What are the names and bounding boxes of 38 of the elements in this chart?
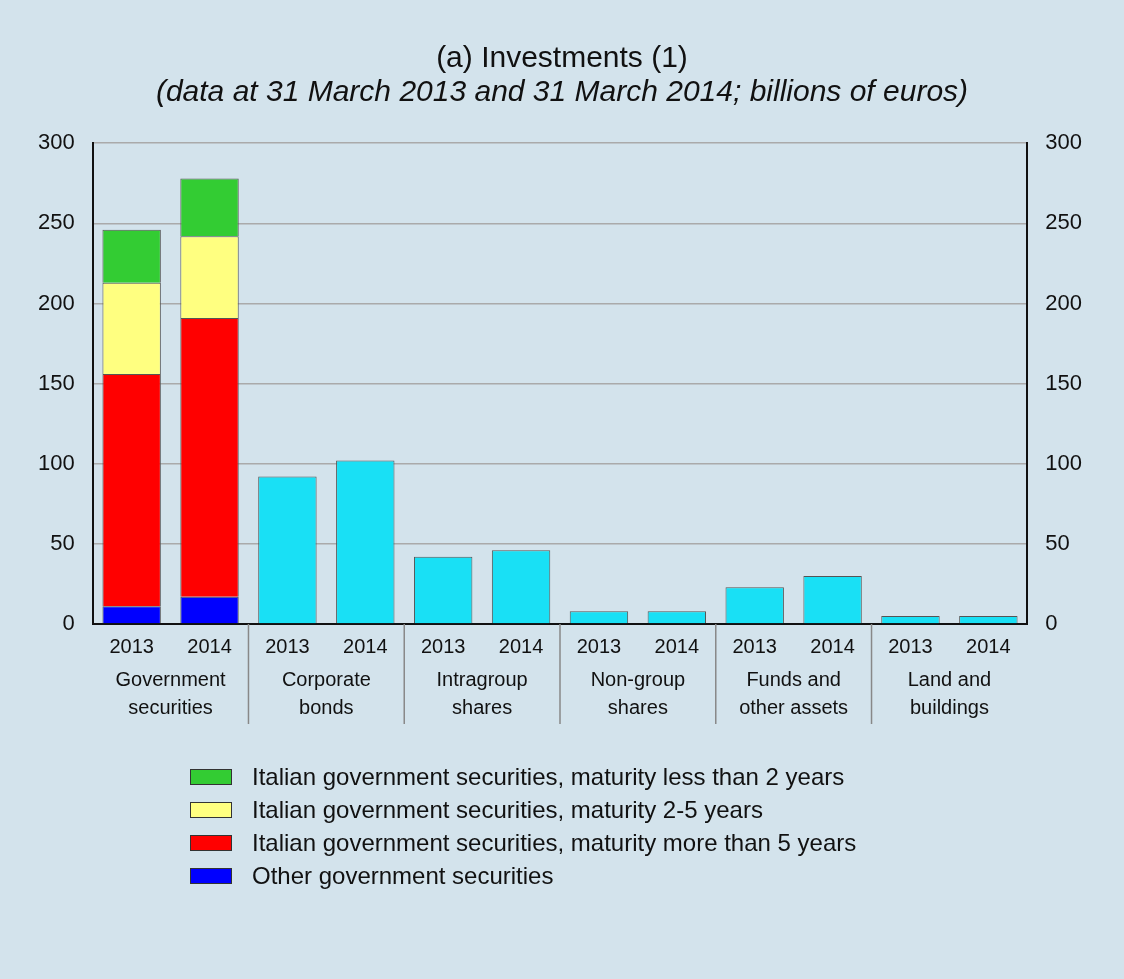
y-tick-label: 0 [62,610,75,636]
x-tick-label: 2014 [343,634,388,657]
text: Corporate bonds [281,667,371,718]
y2-tick-label: 50 [1045,529,1070,555]
text: Non-group shares [590,667,686,718]
chart-title: (a) Investments (1) [435,40,689,74]
x-tick-label: 2013 [265,634,310,657]
x-tick-label: 2014 [187,634,232,657]
x-tick-label: 2013 [420,634,466,657]
chart-subtitle: (data at 31 March 2013 and 31 March 2014; billions of euros) [154,74,970,108]
legend-label: Italian government securities, maturity more than 5 years [252,828,857,857]
text: Funds and other assets [739,667,849,718]
x-tick-label: 2013 [109,634,154,657]
y-tick-label: 50 [50,529,75,555]
y-tick-label: 300 [37,129,75,155]
x-tick-label: 2014 [810,634,855,657]
x-tick-label: 2014 [654,634,700,657]
text: Government securities [115,667,227,718]
legend-label: Italian government securities, maturity less than 2 years [252,762,845,791]
y2-tick-label: 250 [1045,209,1083,235]
y-tick-label: 200 [37,289,75,315]
x-tick-label: 2013 [732,634,777,657]
y2-tick-label: 150 [1045,369,1083,395]
x-tick-label: 2014 [498,634,544,657]
text: Land and buildings [907,667,992,718]
x-tick-label: 2013 [888,634,933,657]
y2-tick-label: 100 [1045,449,1083,475]
legend-label: Other government securities [252,861,554,890]
legend-label: Italian government securities, maturity 2-5 years [252,795,763,824]
y2-tick-label: 0 [1045,610,1058,636]
x-tick-label: 2014 [966,634,1011,657]
y-tick-label: 150 [37,369,75,395]
y-tick-label: 250 [37,209,75,235]
y2-tick-label: 200 [1045,289,1083,315]
text: Intragroup shares [436,667,528,718]
y-tick-label: 100 [37,449,75,475]
x-tick-label: 2013 [576,634,622,657]
y2-tick-label: 300 [1045,129,1083,155]
